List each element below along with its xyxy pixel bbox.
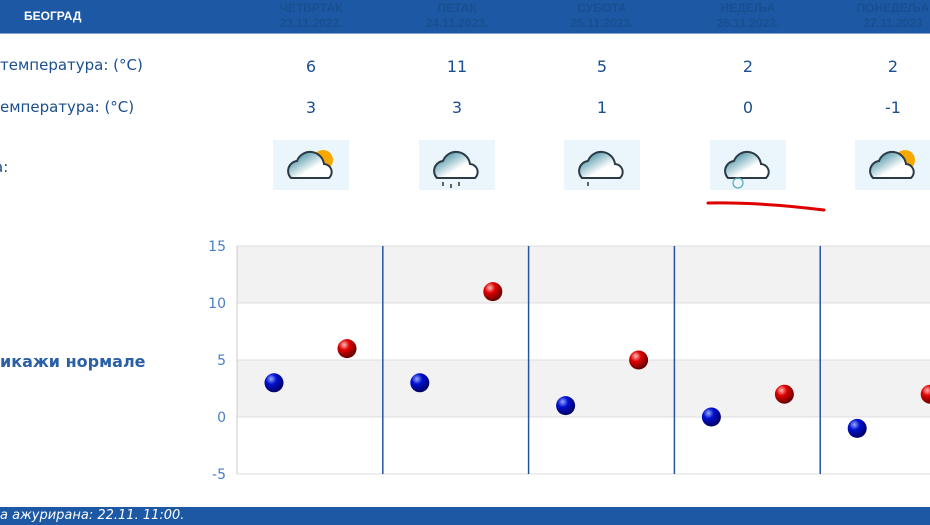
- min-temp-point: [410, 373, 430, 393]
- min-temp-value: -1: [885, 98, 901, 117]
- footer-updated: а ажурирана: 22.11. 11:00.: [0, 507, 930, 525]
- min-temp-point: [847, 418, 867, 438]
- day-header: ПОНЕДЕЉА 27.11.2023: [823, 1, 930, 31]
- max-temp-label: температура: (°C): [0, 56, 143, 74]
- day-date: 26.11.2023.: [716, 16, 780, 30]
- max-temp-point: [774, 384, 794, 404]
- show-normals-link[interactable]: икажи нормале: [0, 352, 146, 371]
- day-name: ЧЕТВРТАК: [279, 1, 343, 15]
- min-temp-point: [556, 396, 576, 416]
- min-temp-value: 3: [451, 98, 463, 117]
- max-temp-value: 2: [742, 57, 754, 76]
- max-temp-value: 2: [887, 57, 899, 76]
- updated-text: а ажурирана: 22.11. 11:00.: [0, 508, 185, 523]
- day-header: НЕДЕЉА 26.11.2023.: [678, 1, 818, 31]
- partly-cloudy-sun-icon: [273, 140, 349, 190]
- min-temp-point: [264, 373, 284, 393]
- day-date: 24.11.2023.: [425, 16, 489, 30]
- chart-band: [237, 246, 930, 303]
- min-temp-label: емпература: (°C): [0, 98, 135, 116]
- max-temp-point: [337, 339, 357, 359]
- city-name: БЕОГРАД: [24, 9, 82, 23]
- max-temp-value: 11: [446, 57, 468, 76]
- chart-band: [237, 360, 930, 417]
- day-date: 25.11.2023.: [570, 16, 634, 30]
- y-tick-label: 0: [217, 410, 226, 426]
- min-temp-value: 1: [596, 98, 608, 117]
- day-date: 27.11.2023: [863, 16, 923, 30]
- cloud-snow-icon: [710, 140, 786, 190]
- y-tick-label: 15: [208, 239, 226, 255]
- min-temp-value: 3: [305, 98, 317, 117]
- day-name: ПОНЕДЕЉА: [856, 1, 930, 15]
- partly-cloudy-sun-icon: [855, 140, 930, 190]
- day-date: 23.11.2023.: [279, 16, 343, 30]
- day-header: ЧЕТВРТАК 23.11.2023.: [241, 1, 381, 31]
- day-name: ПЕТАК: [437, 1, 477, 15]
- y-tick-label: -5: [212, 467, 226, 483]
- max-temp-point: [629, 350, 649, 370]
- red-underline-annotation: [706, 201, 826, 212]
- forecast-header: БЕОГРАД: [0, 0, 930, 34]
- day-header: СУБОТА 25.11.2023.: [532, 1, 672, 31]
- day-name: СУБОТА: [577, 1, 627, 15]
- day-name: НЕДЕЉА: [720, 1, 776, 15]
- min-temp-point: [701, 407, 721, 427]
- max-temp-value: 5: [596, 57, 608, 76]
- cloud-light-rain-icon: [564, 140, 640, 190]
- y-tick-label: 10: [208, 296, 226, 312]
- min-temp-value: 0: [742, 98, 754, 117]
- max-temp-value: 6: [305, 57, 317, 76]
- cloud-rain-icon: [419, 140, 495, 190]
- max-temp-point: [920, 384, 930, 404]
- y-tick-label: 5: [217, 353, 226, 369]
- max-temp-point: [483, 282, 503, 302]
- weather-label: а:: [0, 158, 9, 176]
- day-header: ПЕТАК 24.11.2023.: [387, 1, 527, 31]
